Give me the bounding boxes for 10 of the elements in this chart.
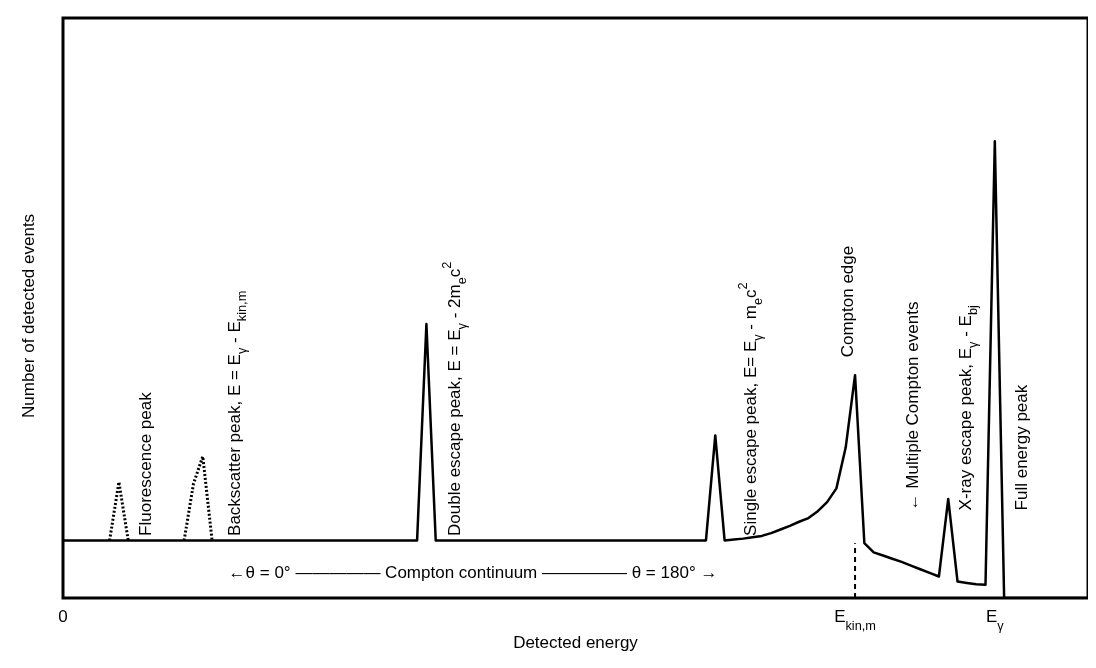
annotation: ←θ = 0° ————— Compton continuum ————— θ = 180° → xyxy=(228,562,718,582)
annotation: ← Multiple Compton events xyxy=(902,301,922,511)
x-tick-label: 0 xyxy=(58,607,68,626)
x-axis-title: Detected energy xyxy=(513,633,639,652)
x-tick-label: E$_{kin,m}$ xyxy=(834,607,876,633)
annotation: Full energy peak xyxy=(1011,384,1031,511)
annotation: Compton edge xyxy=(837,245,857,358)
annotation: Fluorescence peak xyxy=(135,391,155,536)
x-tick-label: E$_{γ}$ xyxy=(985,607,1005,633)
y-axis-title: Number of detected events xyxy=(19,213,39,418)
